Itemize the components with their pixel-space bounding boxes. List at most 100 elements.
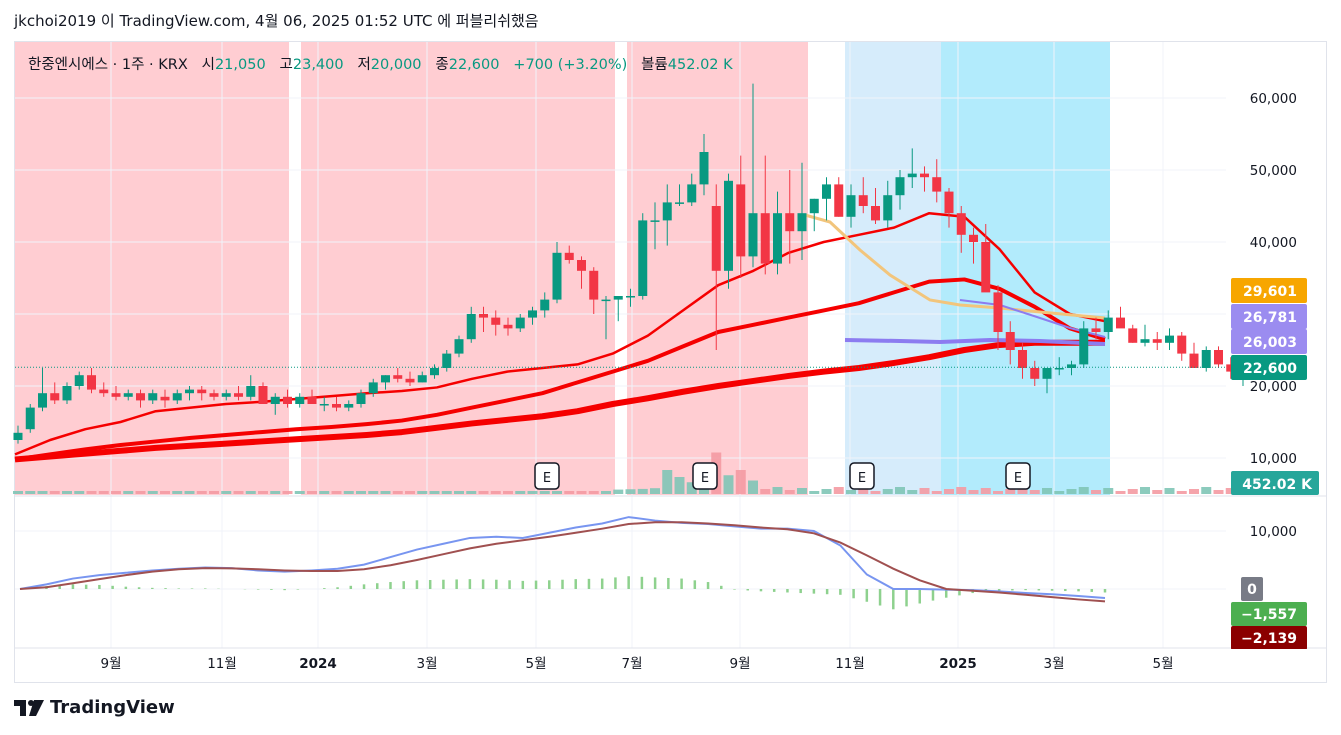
candle-body (711, 206, 721, 271)
volume-bar (1115, 491, 1126, 494)
volume-bar (1176, 491, 1187, 494)
candle-body (662, 202, 672, 221)
candle-body (724, 180, 733, 271)
axis-mask (1228, 649, 1318, 663)
earnings-marker (1005, 462, 1031, 490)
volume-bar (576, 491, 587, 494)
volume-bar (172, 491, 183, 494)
volume-bar (356, 491, 366, 494)
candle-body (907, 173, 917, 178)
candle-body (675, 202, 684, 204)
indicator-value-tag (1231, 626, 1307, 650)
x-tick-label: 5월 (525, 656, 546, 672)
volume-bar (931, 491, 942, 494)
volume-bar (1225, 488, 1236, 494)
volume-bar (270, 491, 281, 494)
y-tick-label: 10,000 (1250, 451, 1297, 467)
indicator-value-label: −1,557 (1241, 607, 1297, 623)
volume-value: 452.02 K (667, 57, 733, 73)
candle-body (430, 368, 439, 376)
candle-body (1079, 328, 1089, 365)
candle-body (356, 393, 366, 404)
volume-bar (833, 487, 844, 494)
candle-body (613, 296, 623, 300)
volume-bar (405, 491, 415, 494)
volume-bar (184, 491, 195, 494)
volume-bar (294, 491, 305, 494)
volume-bar (147, 491, 158, 494)
volume-bar (368, 491, 379, 494)
candle-body (307, 396, 317, 404)
earnings-marker-label: E (543, 471, 551, 486)
candle-body (687, 184, 697, 203)
volume-bar (490, 491, 501, 494)
x-tick-label: 3월 (1043, 656, 1064, 672)
candle-body (185, 389, 194, 394)
candle-body (515, 317, 525, 329)
volume-bar (625, 489, 636, 494)
candle-body (209, 393, 219, 397)
candle-body (969, 234, 978, 242)
volume-bar (919, 488, 930, 494)
candle-body (38, 393, 47, 408)
volume-bar (160, 491, 170, 494)
volume-bar (454, 491, 464, 494)
candle-body (1042, 368, 1052, 379)
volume-bar (258, 491, 268, 494)
candle-body (809, 198, 819, 214)
volume-bar (25, 491, 36, 494)
candle-body (1005, 332, 1015, 350)
volume-bar (1127, 489, 1138, 494)
volume-bar (209, 491, 219, 494)
chart-frame[interactable] (14, 41, 1327, 683)
price-tag-label: 29,601 (1243, 284, 1297, 300)
candle-body (160, 396, 170, 401)
volume-bar (392, 491, 403, 494)
candle-body (601, 299, 611, 302)
earnings-marker (692, 462, 718, 490)
volume-bar (98, 491, 109, 494)
volume-bar (417, 491, 428, 494)
volume-bar (846, 490, 856, 494)
volume-bar (895, 487, 905, 494)
candle-body (148, 393, 158, 401)
earnings-marker (534, 462, 560, 490)
candle-body (699, 152, 709, 185)
candle-body (74, 375, 84, 386)
candle-body (1201, 350, 1211, 368)
volume-bar (1091, 490, 1101, 494)
volume-bar (1189, 489, 1199, 494)
volume-bar (760, 489, 771, 494)
change-value: +700 (+3.20%) (513, 57, 628, 73)
volume-bar (123, 491, 134, 494)
volume-bar (307, 491, 317, 494)
volume-bar (699, 485, 709, 494)
background-zone (301, 42, 615, 495)
tradingview-logo-icon (14, 699, 44, 716)
candle-body (920, 173, 929, 178)
candle-body (871, 206, 880, 221)
candle-body (111, 393, 121, 397)
price-tag (1231, 304, 1307, 329)
volume-bar (429, 491, 440, 494)
tradingview-logo[interactable]: TradingView (14, 697, 175, 718)
x-tick-label: 7월 (621, 656, 642, 672)
volume-bar (245, 491, 256, 494)
candle-body (1128, 328, 1138, 343)
candle-body (417, 375, 427, 383)
volume-bar (748, 480, 758, 494)
volume-bar (1017, 487, 1028, 494)
candle-body (283, 396, 292, 404)
candle-body (797, 213, 807, 232)
x-tick-label: 2024 (299, 656, 337, 672)
candle-body (834, 184, 844, 217)
candle-body (552, 252, 562, 300)
indicator-value-tag (1241, 577, 1263, 601)
candle-body (136, 393, 145, 401)
candle-body (270, 396, 280, 404)
volume-bar (1066, 489, 1077, 494)
candle-body (50, 393, 60, 401)
volume-bar (1213, 490, 1224, 494)
price-tag (1231, 278, 1307, 303)
